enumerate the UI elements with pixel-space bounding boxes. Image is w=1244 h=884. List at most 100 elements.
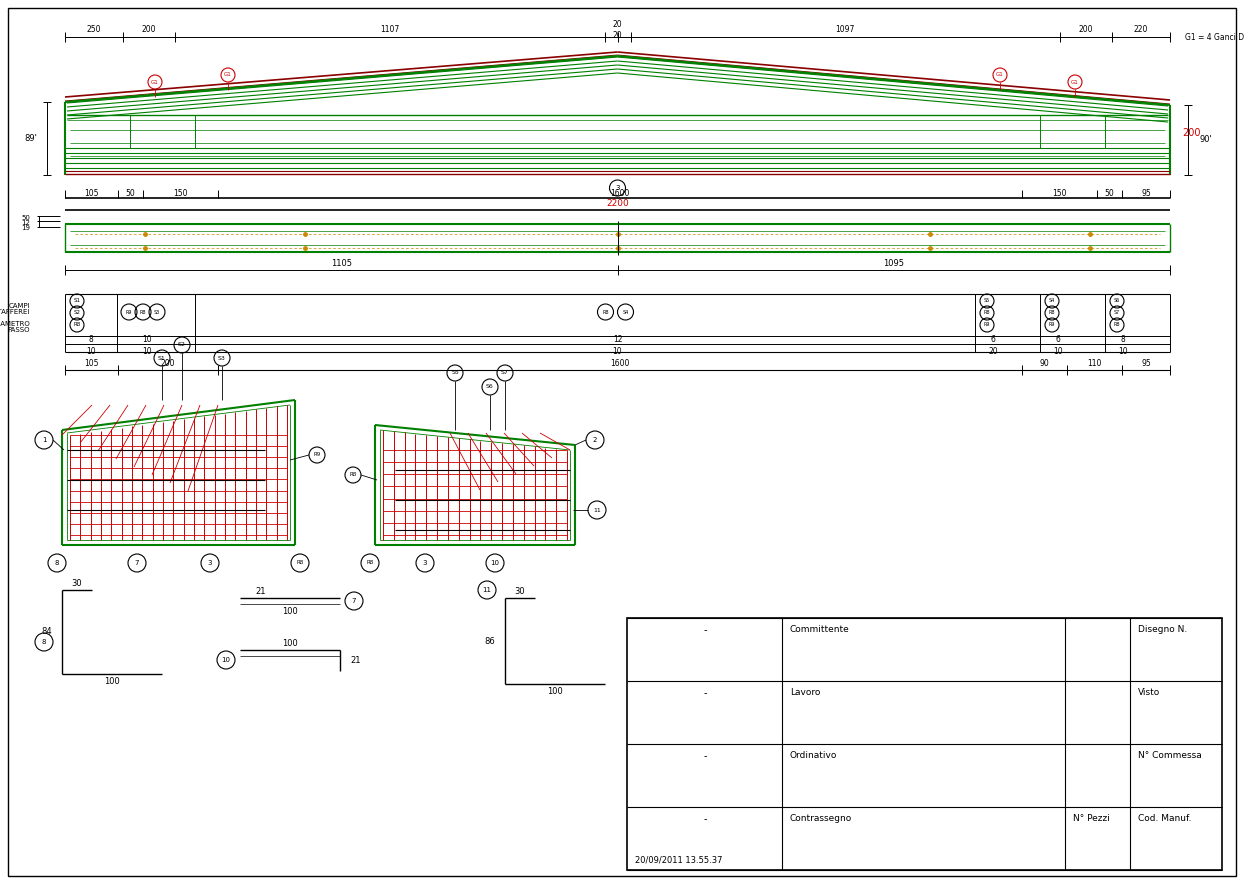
Text: 50: 50 [1105,188,1115,197]
Text: 20: 20 [988,347,998,356]
Text: S6: S6 [486,385,494,390]
Text: Committente: Committente [790,625,850,634]
Text: 8: 8 [42,639,46,645]
Text: R9: R9 [1049,323,1055,327]
Text: R8: R8 [139,309,147,315]
Text: G1: G1 [996,72,1004,78]
Text: 95: 95 [1141,188,1151,197]
Text: 200: 200 [160,359,175,368]
Text: 7: 7 [352,598,356,604]
Text: 3: 3 [616,185,620,191]
Text: G1: G1 [1071,80,1079,85]
Text: 30: 30 [72,580,82,589]
Text: 30: 30 [515,588,525,597]
Text: R8: R8 [1113,323,1121,327]
Text: R8: R8 [1049,310,1055,316]
Text: S5: S5 [984,299,990,303]
Text: 1600: 1600 [611,359,629,368]
Text: 100: 100 [282,607,297,616]
Text: 19: 19 [21,225,30,231]
Text: S1: S1 [73,299,81,303]
Bar [627,618,1222,870]
Text: 100: 100 [104,677,119,687]
Text: 21: 21 [255,588,265,597]
Text: DIAMETRO
PASSO: DIAMETRO PASSO [0,321,30,333]
Text: 100: 100 [547,688,562,697]
Text: R9: R9 [126,309,132,315]
Text: 12: 12 [21,220,30,226]
Text: Visto: Visto [1138,688,1161,697]
Text: S7: S7 [501,370,509,376]
Text: S5: S5 [452,370,459,376]
Text: 105: 105 [85,359,98,368]
Text: 50: 50 [21,215,30,221]
Text: R8: R8 [984,310,990,316]
Text: -: - [703,814,707,824]
Text: 21: 21 [350,656,361,665]
Text: 3: 3 [208,560,213,566]
Text: 11: 11 [593,507,601,513]
Text: S3: S3 [218,355,226,361]
Text: N° Commessa: N° Commessa [1138,751,1202,760]
Text: Cod. Manuf.: Cod. Manuf. [1138,814,1192,823]
Text: Ordinativo: Ordinativo [790,751,837,760]
Text: R8: R8 [73,323,81,327]
Text: S4: S4 [1049,299,1055,303]
Text: 1105: 1105 [331,258,352,268]
Text: 90: 90 [1040,359,1049,368]
Text: G1: G1 [151,80,159,85]
Text: 110: 110 [1087,359,1102,368]
Text: 105: 105 [85,188,98,197]
Text: R8: R8 [350,473,357,477]
Text: 1: 1 [42,437,46,443]
Text: S6: S6 [1113,299,1120,303]
Text: 3: 3 [423,560,427,566]
Text: R9: R9 [313,453,321,458]
Text: 200: 200 [142,26,157,34]
Text: R9: R9 [984,323,990,327]
Text: -: - [703,625,707,635]
Text: 10: 10 [1118,347,1128,356]
Text: 220: 220 [1133,26,1148,34]
Text: 10: 10 [1054,347,1062,356]
Text: 95: 95 [1141,359,1151,368]
Text: 89': 89' [24,134,37,143]
Text: 8: 8 [1121,336,1126,345]
Text: 6: 6 [990,336,995,345]
Text: 1107: 1107 [381,26,399,34]
Text: 200: 200 [1079,26,1093,34]
Text: 150: 150 [173,188,188,197]
Text: 1097: 1097 [836,26,855,34]
Text: S7: S7 [1113,310,1120,316]
Text: -: - [703,751,707,761]
Text: 6: 6 [1056,336,1060,345]
Text: S1: S1 [158,355,165,361]
Text: S3: S3 [154,309,160,315]
Text: G1: G1 [224,72,231,78]
Text: R8: R8 [602,309,608,315]
Text: 50: 50 [126,188,136,197]
Text: CAMPI
STAFFEREI: CAMPI STAFFEREI [0,302,30,316]
Text: 84: 84 [41,628,52,636]
Text: Lavoro: Lavoro [790,688,820,697]
Text: Contrassegno: Contrassegno [790,814,852,823]
Text: 12: 12 [613,336,622,345]
Text: 250: 250 [87,26,101,34]
Text: 10: 10 [490,560,500,566]
Text: 10: 10 [86,347,96,356]
Text: 20/09/2011 13.55.37: 20/09/2011 13.55.37 [634,856,723,865]
Text: 86: 86 [484,636,495,645]
Text: 150: 150 [1052,188,1067,197]
Text: S2: S2 [178,342,185,347]
Text: -: - [703,688,707,698]
Text: 200: 200 [1182,127,1200,138]
Text: S4: S4 [622,309,628,315]
Text: 7: 7 [134,560,139,566]
Text: 1600: 1600 [611,188,629,197]
Text: R8: R8 [367,560,373,566]
Text: 8: 8 [88,336,93,345]
Text: G1 = 4 Ganci DEHA della portata di >10t: G1 = 4 Ganci DEHA della portata di >10t [1186,33,1244,42]
Text: 1095: 1095 [883,258,904,268]
Text: 100: 100 [282,639,297,649]
Text: 8: 8 [55,560,60,566]
